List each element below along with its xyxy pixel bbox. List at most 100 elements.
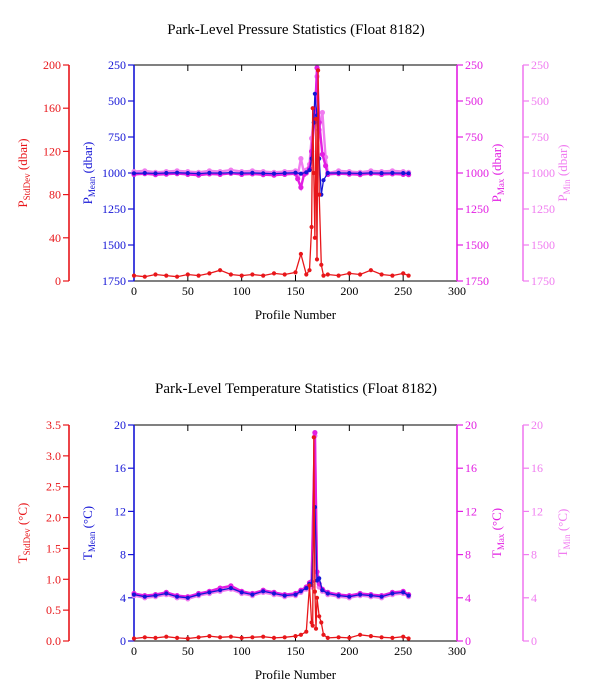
x-tick-label: 300 [448, 284, 466, 298]
stddev-data-point [347, 635, 352, 641]
mean-tick-label: 1500 [102, 238, 126, 252]
temperature-chart: Park-Level Temperature Statistics (Float… [15, 381, 572, 682]
mean-data-point [282, 593, 287, 598]
mean-data-point [325, 170, 330, 176]
x-tick-label: 250 [394, 284, 412, 298]
chart-title: Park-Level Pressure Statistics (Float 81… [167, 22, 424, 38]
stddev-data-point [271, 635, 277, 641]
stddev-data-point [325, 635, 330, 641]
x-tick-label: 200 [340, 644, 358, 658]
max-tick-label: 12 [465, 504, 477, 518]
min-data-point [298, 156, 304, 162]
mean-data-point [196, 592, 201, 597]
max-tick-label: 20 [465, 418, 477, 432]
pressure-chart: Park-Level Pressure Statistics (Float 81… [15, 22, 572, 322]
x-tick-label: 50 [182, 644, 194, 658]
mean-data-point [317, 576, 322, 581]
stddev-data-point [261, 273, 266, 278]
max-series-line [133, 432, 410, 598]
mean-data-point [293, 592, 298, 597]
mean-data-point [401, 171, 406, 176]
mean-tick-label: 500 [108, 94, 126, 108]
max-tick-label: 1250 [465, 202, 489, 216]
x-tick-label: 50 [182, 284, 194, 298]
stddev-data-point [218, 635, 223, 640]
stddev-data-point [293, 270, 298, 275]
mean-data-point [304, 586, 309, 591]
stddev-data-point [390, 635, 395, 641]
mean-data-point [153, 593, 158, 598]
stddev-data-point [317, 614, 322, 619]
mean-tick-label: 250 [108, 58, 126, 72]
x-tick-label: 300 [448, 644, 466, 658]
stddev-tick-label: 160 [43, 101, 61, 115]
stddev-data-point [207, 634, 212, 639]
mean-tick-label: 8 [120, 548, 126, 562]
stddev-data-point [311, 435, 316, 440]
mean-data-point [228, 586, 233, 591]
mean-data-point [218, 171, 223, 176]
stddev-data-point [153, 635, 158, 641]
stddev-tick-label: 0 [55, 274, 61, 288]
stddev-data-point [164, 634, 169, 639]
stddev-series-line [133, 437, 409, 640]
min-data-point [319, 109, 325, 116]
max-tick-label: 1500 [465, 238, 489, 252]
stddev-tick-label: 2.5 [46, 480, 61, 494]
max-tick-label: 8 [465, 548, 471, 562]
mean-data-point [131, 171, 137, 176]
max-tick-label: 0 [465, 634, 471, 648]
mean-data-point [175, 594, 180, 599]
stddev-data-point [142, 274, 147, 279]
stddev-data-point [406, 273, 411, 278]
x-tick-label: 100 [233, 284, 251, 298]
mean-axis-label: TMean (°C) [80, 506, 97, 560]
max-tick-label: 750 [465, 130, 483, 144]
mean-data-point [196, 171, 201, 176]
max-tick-label: 250 [465, 58, 483, 72]
max-data-point [323, 163, 329, 169]
stddev-data-point [379, 272, 384, 277]
max-tick-label: 500 [465, 94, 483, 108]
stddev-data-point [313, 626, 319, 631]
stddev-tick-label: 80 [49, 188, 61, 202]
mean-data-point [379, 171, 384, 176]
stddev-data-point [406, 636, 411, 641]
stddev-data-point [311, 170, 316, 176]
stddev-data-point [313, 116, 319, 122]
max-tick-label: 4 [465, 591, 471, 605]
stddev-data-point [336, 273, 341, 278]
stddev-data-point [250, 272, 255, 277]
stddev-data-point [358, 272, 363, 277]
min-axis-label: PMin (dbar) [555, 144, 572, 201]
stddev-data-point [228, 272, 233, 277]
x-tick-label: 200 [340, 284, 358, 298]
stddev-data-point [321, 632, 326, 637]
min-tick-label: 500 [531, 94, 549, 108]
mean-data-point [185, 595, 190, 600]
stddev-data-point [261, 634, 266, 639]
mean-data-point [271, 171, 277, 176]
mean-axis-label: PMean (dbar) [80, 142, 97, 205]
min-tick-label: 1250 [531, 202, 555, 216]
mean-tick-label: 16 [114, 461, 126, 475]
mean-tick-label: 1750 [102, 274, 126, 288]
stddev-data-point [304, 272, 309, 277]
stddev-axis-label: PStdDev (dbar) [15, 138, 32, 207]
stddev-data-point [317, 192, 322, 197]
mean-data-point [175, 170, 180, 175]
x-axis-label: Profile Number [255, 307, 337, 322]
stddev-data-point [358, 632, 363, 637]
stddev-data-point [321, 273, 326, 278]
stddev-data-point [347, 271, 352, 276]
mean-data-point [368, 593, 373, 598]
mean-data-point [347, 171, 352, 176]
max-tick-label: 1000 [465, 166, 489, 180]
mean-data-point [406, 171, 411, 176]
min-tick-label: 1000 [531, 166, 555, 180]
stddev-data-point [218, 268, 223, 273]
stddev-tick-label: 0.0 [46, 634, 61, 648]
stddev-data-point [314, 595, 320, 600]
mean-data-point [368, 170, 373, 175]
x-tick-label: 0 [131, 284, 137, 298]
